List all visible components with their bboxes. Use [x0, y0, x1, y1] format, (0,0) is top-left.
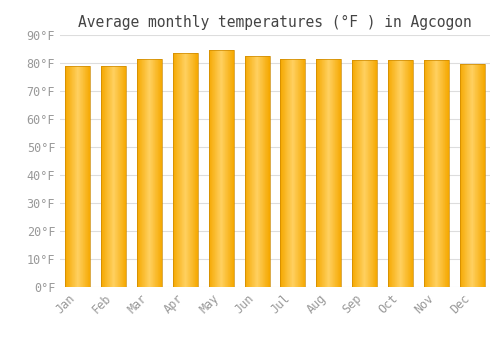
- Title: Average monthly temperatures (°F ) in Agcogon: Average monthly temperatures (°F ) in Ag…: [78, 15, 472, 30]
- Bar: [460, 64, 484, 287]
- Bar: [66, 66, 90, 287]
- Bar: [244, 56, 270, 287]
- Bar: [173, 53, 198, 287]
- Bar: [208, 50, 234, 287]
- Bar: [388, 60, 413, 287]
- Bar: [424, 60, 449, 287]
- Bar: [352, 60, 377, 287]
- Bar: [137, 59, 162, 287]
- Bar: [101, 66, 126, 287]
- Bar: [280, 59, 305, 287]
- Bar: [316, 59, 342, 287]
